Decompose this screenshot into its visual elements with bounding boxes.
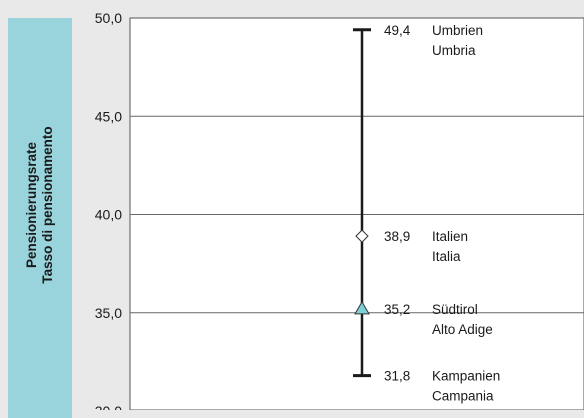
diamond-marker (355, 229, 369, 243)
data-name-label-it: Alto Adige (432, 322, 493, 337)
triangle-marker (354, 300, 370, 315)
data-name-label-it: Italia (432, 249, 461, 264)
data-name-label-it: Campania (432, 389, 494, 404)
data-value-label: 49,4 (384, 23, 411, 38)
data-value-label: 35,2 (384, 302, 410, 317)
y-tick-label: 35,0 (95, 305, 122, 321)
data-value-label: 38,9 (384, 229, 410, 244)
y-tick-label: 30,0 (95, 403, 122, 410)
data-name-label-de: Umbrien (432, 23, 483, 38)
y-tick-label: 50,0 (95, 10, 122, 26)
axis-title-band (8, 18, 72, 418)
y-tick-label: 45,0 (95, 108, 122, 124)
data-name-label-de: Italien (432, 229, 468, 244)
data-name-label-it: Umbria (432, 43, 476, 58)
y-tick-label: 40,0 (95, 207, 122, 223)
data-name-label-de: Südtirol (432, 302, 478, 317)
data-name-label-de: Kampanien (432, 369, 500, 384)
data-value-label: 31,8 (384, 369, 410, 384)
